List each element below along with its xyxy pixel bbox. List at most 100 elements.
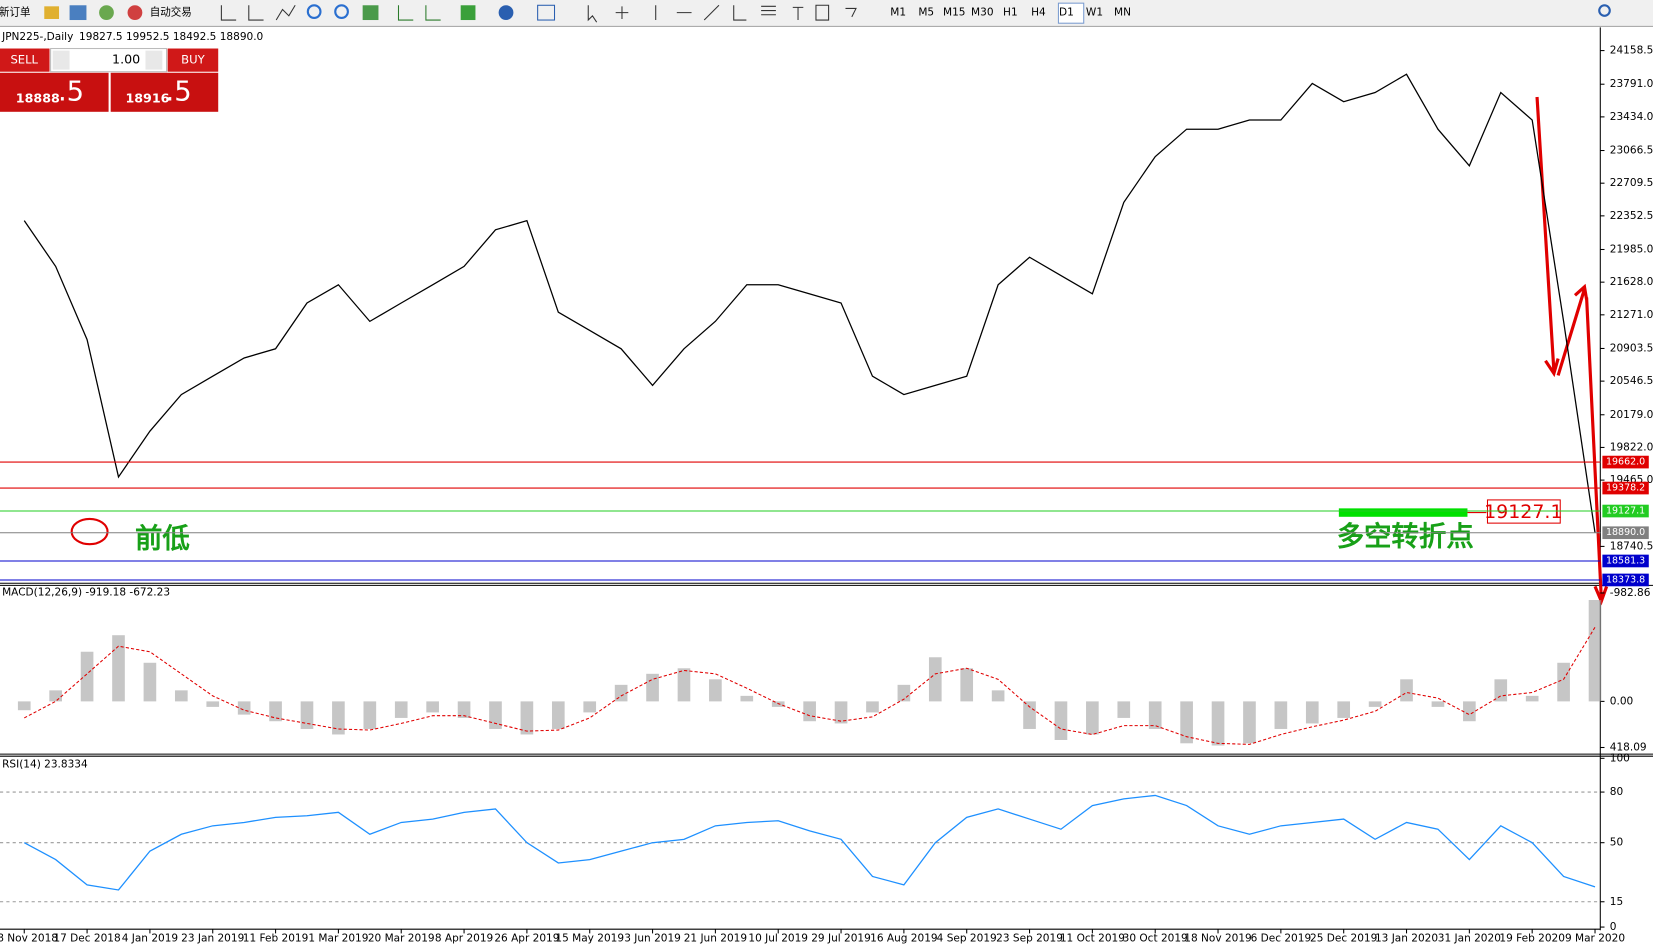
y-tick-label: 0.00 [1610, 695, 1633, 707]
sell-label: SELL [10, 53, 38, 67]
macd-bar [1023, 701, 1036, 729]
macd-bar [1148, 701, 1162, 729]
icon[interactable] [397, 5, 441, 21]
ohlc: 19827.5 19952.5 18492.5 18890.0 [79, 31, 263, 43]
buy-button[interactable] [167, 48, 219, 72]
y-tick-label: 100 [1610, 752, 1630, 764]
low-circle [70, 517, 109, 546]
icon [44, 6, 60, 19]
x-tick-label: 13 Jan 2020 [1375, 933, 1438, 945]
price-line [23, 73, 1596, 533]
macd-bar [1054, 701, 1068, 740]
macd-bar [1211, 701, 1225, 746]
x-tick-label: 15 May 2019 [555, 933, 624, 945]
period-button[interactable]: W1 [1086, 7, 1103, 19]
macd-bar [394, 701, 408, 718]
x-tick-label: 4 Sep 2019 [937, 933, 997, 945]
macd-bar [740, 695, 754, 702]
x-tick-label: 20 Mar 2019 [368, 933, 435, 945]
macd-bar [991, 690, 1005, 702]
x-tick-label: 19 Feb 2020 [1499, 933, 1565, 945]
y-tick-label: 50 [1610, 837, 1623, 849]
y-tick-label: 23434.0 [1610, 111, 1653, 123]
icon[interactable] [498, 5, 514, 21]
buy-price-box[interactable] [110, 72, 219, 112]
macd-bar [269, 701, 282, 722]
x-tick-label: 9 Mar 2020 [1565, 933, 1625, 945]
x-tick-label: 18 Nov 2019 [1184, 933, 1251, 945]
macd-bar [960, 668, 974, 702]
icon[interactable] [127, 5, 143, 21]
toolbar [0, 0, 1653, 27]
callout-label: 19127.1 [1484, 501, 1562, 523]
search-icon[interactable] [1598, 4, 1611, 17]
y-tick-label: -982.86 [1610, 587, 1651, 599]
period-button[interactable]: M5 [918, 7, 934, 19]
x-tick-label: 1 Mar 2019 [308, 933, 368, 945]
macd-bar [1368, 701, 1382, 707]
macd-bar [332, 701, 345, 735]
icon[interactable] [537, 4, 556, 21]
macd-bar [1243, 701, 1256, 744]
x-tick-label: 3 Jun 2019 [624, 933, 681, 945]
period-button[interactable]: M1 [890, 7, 906, 19]
macd-bar [206, 701, 220, 707]
icon[interactable] [220, 5, 296, 21]
x-tick-label: 17 Dec 2018 [53, 933, 120, 945]
y-tick-label: 18740.5 [1610, 540, 1653, 552]
period-button[interactable]: H4 [1031, 7, 1046, 19]
sell-price-box[interactable] [0, 72, 109, 112]
period-button[interactable]: D1 [1059, 7, 1074, 19]
y-tick-label: 23791.0 [1610, 78, 1653, 90]
x-tick-label: 16 Aug 2019 [870, 933, 937, 945]
y-tick-label: 22709.5 [1610, 177, 1653, 189]
macd-bar [17, 701, 31, 711]
period-button[interactable]: M15 [943, 7, 965, 19]
macd-bar [112, 635, 125, 702]
x-tick-label: 11 Oct 2019 [1060, 933, 1125, 945]
level-tag [1602, 455, 1649, 469]
toolbar-item[interactable]: 自动交易 [150, 6, 192, 19]
period-button[interactable]: MN [1114, 7, 1131, 19]
icon[interactable] [306, 4, 322, 19]
macd-bar [363, 701, 377, 729]
icon[interactable] [99, 5, 114, 21]
toolbar-item[interactable]: 新订单 [0, 6, 31, 19]
y-tick-label: 22352.5 [1610, 210, 1653, 222]
price-line [23, 794, 1596, 891]
y-tick-label: 418.09 [1610, 741, 1647, 753]
icon[interactable] [587, 4, 857, 23]
sell-button[interactable] [0, 48, 50, 72]
icon[interactable] [460, 5, 476, 21]
lots-input[interactable] [50, 47, 168, 73]
y-tick-label: 23066.5 [1610, 145, 1653, 157]
level-label: 19378.2 [1606, 483, 1645, 494]
period-button[interactable]: H1 [1003, 7, 1018, 19]
lots-up[interactable] [145, 50, 163, 70]
trend-arrows [1535, 96, 1609, 606]
x-tick-label: 6 Dec 2019 [1251, 933, 1312, 945]
macd-bar [1494, 679, 1508, 702]
y-tick-label: 15 [1610, 896, 1623, 908]
macd-bar [1588, 600, 1602, 702]
y-tick-label: 19822.0 [1610, 441, 1653, 453]
x-tick-label: 28 Nov 2018 [0, 933, 58, 945]
macd-bar [1180, 701, 1193, 744]
arrow [1535, 96, 1560, 378]
y-tick-label: 21985.0 [1610, 243, 1653, 255]
macd-bar [1557, 662, 1570, 702]
lots-down[interactable] [52, 50, 70, 70]
macd-bar [520, 701, 534, 735]
toolbar-icons [44, 2, 1611, 24]
macd-bar [803, 701, 816, 722]
macd-bar [677, 668, 691, 702]
macd-bar [80, 651, 94, 702]
buy-price-tail: .5 [166, 76, 192, 107]
macd-bar [928, 657, 942, 702]
icon[interactable] [362, 5, 379, 21]
period-button[interactable]: M30 [971, 7, 993, 19]
x-tick-label: 4 Jan 2019 [122, 933, 178, 945]
icon[interactable] [334, 4, 349, 19]
x-tick-label: 10 Jul 2019 [748, 933, 808, 945]
